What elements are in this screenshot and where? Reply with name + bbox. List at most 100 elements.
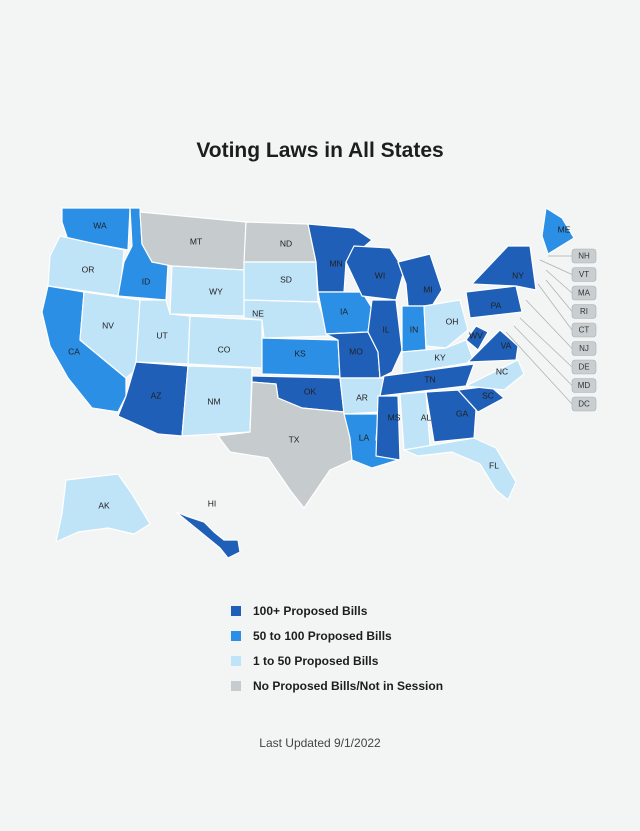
state-ny bbox=[471, 245, 537, 291]
state-label-nv: NV bbox=[102, 320, 114, 330]
state-label-in: IN bbox=[410, 324, 419, 334]
state-label-ak: AK bbox=[98, 500, 110, 510]
state-label-ny: NY bbox=[512, 270, 524, 280]
state-mn bbox=[307, 223, 373, 293]
callout-line-ma bbox=[545, 269, 573, 294]
callout-tag-nj: NJ bbox=[571, 341, 597, 356]
state-wv bbox=[465, 325, 489, 351]
legend-swatch-low bbox=[231, 655, 241, 666]
state-label-il: IL bbox=[382, 324, 389, 334]
callout-tag-vt: VT bbox=[571, 267, 597, 282]
state-ky bbox=[401, 339, 475, 375]
callout-tag-ct: CT bbox=[571, 322, 597, 338]
state-label-az: AZ bbox=[151, 390, 162, 400]
state-label-ut: UT bbox=[156, 330, 167, 340]
state-ga bbox=[425, 389, 477, 443]
state-label-mi: MI bbox=[423, 284, 432, 294]
state-wy bbox=[169, 265, 245, 317]
state-label-wv: WV bbox=[469, 330, 483, 340]
svg-text:DE: DE bbox=[578, 363, 589, 372]
state-label-sc: SC bbox=[482, 390, 494, 400]
state-label-ga: GA bbox=[456, 408, 469, 418]
page-title: Voting Laws in All States bbox=[196, 139, 444, 162]
legend-swatch-high bbox=[231, 605, 241, 616]
state-ms bbox=[375, 395, 401, 461]
state-label-ms: MS bbox=[388, 412, 401, 422]
svg-text:CT: CT bbox=[579, 326, 590, 335]
state-va bbox=[467, 329, 519, 363]
state-label-la: LA bbox=[359, 432, 370, 442]
state-label-ia: IA bbox=[340, 306, 348, 316]
state-tx bbox=[217, 381, 353, 509]
state-label-ks: KS bbox=[294, 348, 306, 358]
callout-tag-ma: MA bbox=[571, 285, 597, 301]
callout-line-vt bbox=[539, 259, 573, 275]
state-label-tx: TX bbox=[289, 434, 300, 444]
legend-item-none: No Proposed Bills/Not in Session bbox=[231, 673, 443, 698]
svg-text:MA: MA bbox=[578, 289, 591, 298]
state-hi bbox=[175, 511, 241, 559]
state-label-tn: TN bbox=[424, 374, 435, 384]
state-label-mo: MO bbox=[349, 346, 363, 356]
state-label-ok: OK bbox=[304, 386, 317, 396]
state-label-sd: SD bbox=[280, 274, 292, 284]
last-updated: Last Updated 9/1/2022 bbox=[259, 736, 381, 750]
callout-tag-ri: RI bbox=[571, 304, 597, 319]
state-label-nm: NM bbox=[207, 396, 220, 406]
state-label-oh: OH bbox=[446, 316, 459, 326]
legend-item-mid: 50 to 100 Proposed Bills bbox=[231, 623, 443, 648]
us-map: WA OR CA ID NV MT WY UT AZ CO NM ND SD NE KS OK TX MN IA MO… bbox=[41, 207, 597, 559]
state-label-mn: MN bbox=[329, 258, 342, 268]
callout-tag-dc: DC bbox=[571, 396, 597, 412]
svg-text:NH: NH bbox=[578, 252, 590, 261]
svg-text:VT: VT bbox=[579, 270, 589, 279]
state-label-ar: AR bbox=[356, 392, 368, 402]
state-label-wi: WI bbox=[375, 270, 385, 280]
legend-swatch-mid bbox=[231, 630, 241, 641]
state-label-ca: CA bbox=[68, 346, 80, 356]
state-label-va: VA bbox=[501, 340, 512, 350]
state-il bbox=[367, 299, 403, 379]
callout-tag-md: MD bbox=[571, 378, 597, 393]
state-oh bbox=[423, 299, 469, 349]
svg-text:RI: RI bbox=[580, 307, 588, 316]
callout-line-md bbox=[513, 325, 573, 386]
state-label-fl: FL bbox=[489, 460, 499, 470]
legend-label-mid: 50 to 100 Proposed Bills bbox=[253, 628, 392, 643]
state-fl bbox=[403, 437, 517, 501]
state-co bbox=[187, 315, 263, 369]
state-me bbox=[541, 207, 575, 255]
state-label-me: ME bbox=[558, 224, 571, 234]
callout-line-ct bbox=[537, 283, 573, 331]
legend-item-high: 100+ Proposed Bills bbox=[231, 598, 443, 623]
state-label-or: OR bbox=[82, 264, 95, 274]
state-label-pa: PA bbox=[491, 300, 502, 310]
svg-text:DC: DC bbox=[578, 400, 590, 409]
callout-tag-nh: NH bbox=[571, 248, 597, 264]
legend-label-high: 100+ Proposed Bills bbox=[253, 603, 368, 618]
state-pa bbox=[465, 285, 523, 319]
state-label-wa: WA bbox=[93, 220, 107, 230]
callout-line-ri bbox=[545, 279, 573, 312]
state-nv bbox=[79, 291, 141, 379]
state-label-al: AL bbox=[421, 412, 432, 422]
state-label-nc: NC bbox=[496, 366, 508, 376]
state-mi bbox=[397, 253, 443, 307]
legend-label-low: 1 to 50 Proposed Bills bbox=[253, 653, 379, 668]
state-nc bbox=[465, 359, 525, 391]
callout-line-de bbox=[519, 317, 573, 368]
svg-text:NJ: NJ bbox=[579, 344, 589, 353]
state-ak bbox=[55, 473, 151, 543]
callout-tag-de: DE bbox=[571, 359, 597, 375]
state-label-nd: ND bbox=[280, 238, 292, 248]
state-label-ne: NE bbox=[252, 308, 264, 318]
callout-line-nj bbox=[525, 299, 573, 349]
state-label-mt: MT bbox=[190, 236, 202, 246]
legend-label-none: No Proposed Bills/Not in Session bbox=[253, 678, 444, 693]
legend-item-low: 1 to 50 Proposed Bills bbox=[231, 648, 443, 673]
state-label-id: ID bbox=[142, 276, 151, 286]
svg-text:MD: MD bbox=[578, 381, 591, 390]
callout-line-dc bbox=[505, 331, 573, 405]
state-label-wy: WY bbox=[209, 286, 223, 296]
legend-swatch-none bbox=[231, 680, 241, 691]
